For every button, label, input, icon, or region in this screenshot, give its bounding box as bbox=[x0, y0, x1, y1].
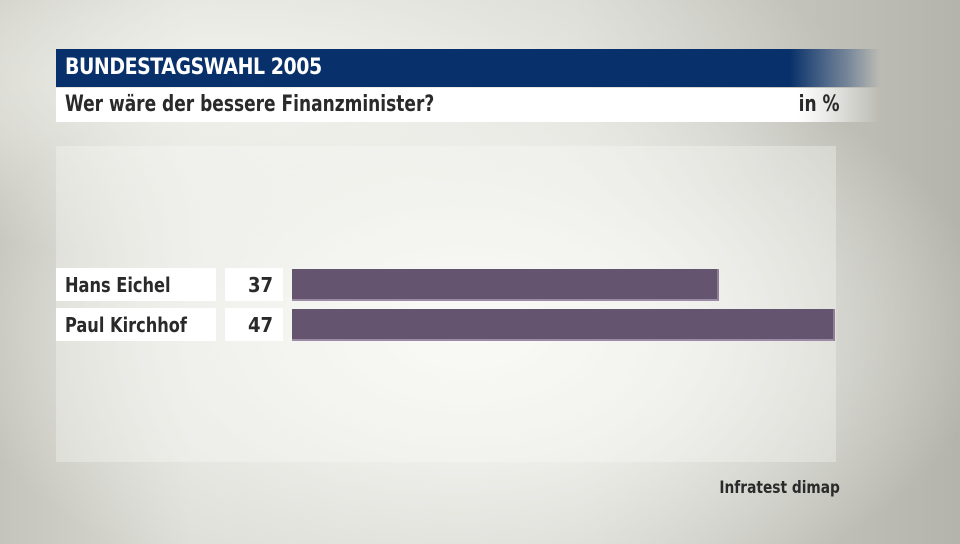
category-label-box: Hans Eichel bbox=[56, 268, 216, 301]
value-label-box: 47 bbox=[225, 308, 283, 341]
value-label: 47 bbox=[247, 313, 273, 337]
chart-question: Wer wäre der bessere Finanzminister? bbox=[65, 92, 435, 117]
unit-label: in % bbox=[799, 92, 840, 117]
category-label: Hans Eichel bbox=[65, 273, 171, 297]
category-label-box: Paul Kirchhof bbox=[56, 308, 216, 341]
subtitle-bar: Wer wäre der bessere Finanzminister? in … bbox=[56, 88, 880, 122]
category-label: Paul Kirchhof bbox=[65, 313, 187, 337]
plot-area bbox=[56, 146, 836, 462]
bar bbox=[292, 309, 835, 341]
bar bbox=[292, 269, 719, 301]
title-bar: BUNDESTAGSWAHL 2005 bbox=[56, 49, 880, 87]
chart-title: BUNDESTAGSWAHL 2005 bbox=[65, 55, 322, 80]
value-label-box: 37 bbox=[225, 268, 283, 301]
source-label: Infratest dimap bbox=[719, 478, 840, 498]
value-label: 37 bbox=[247, 273, 273, 297]
